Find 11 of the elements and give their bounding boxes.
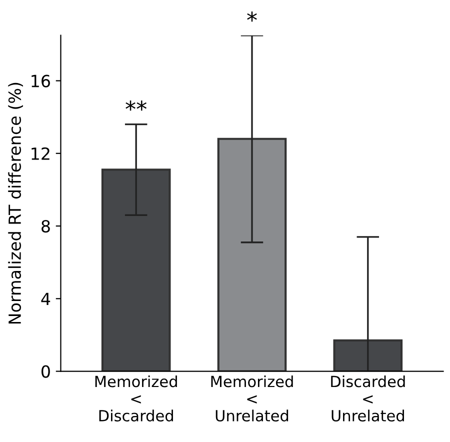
annotation: * (247, 11, 257, 22)
y-tick-label: 8 (42, 220, 50, 233)
y-tick-label: 16 (32, 74, 50, 88)
y-tick-label: 4 (41, 292, 50, 305)
x-tick-label: Memorized < Unrelated (211, 375, 293, 422)
x-tick-label: Discarded < Unrelated (331, 375, 405, 422)
y-axis-title: Normalized RT difference (%) (8, 82, 23, 324)
y-tick-label: 12 (32, 147, 50, 160)
x-tick-label: Memorized < Discarded (95, 375, 177, 422)
y-tick-label: 0 (42, 365, 50, 378)
annotation: ** (126, 100, 147, 111)
